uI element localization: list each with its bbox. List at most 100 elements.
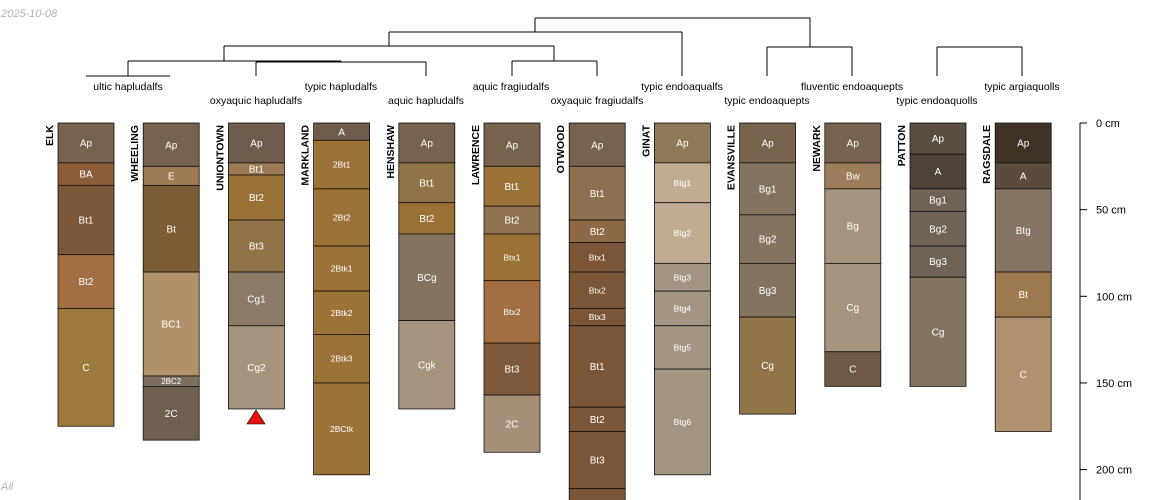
dendrogram-link xyxy=(255,61,427,76)
profile-markland: MARKLAND A 2Bt1 2Bt2 2Btk1 2Btk2 2Btk3 2BCtk xyxy=(300,122,371,476)
horizon-label: Bt3 xyxy=(249,242,264,253)
horizon-label: Ap xyxy=(591,140,604,151)
horizon-label: E xyxy=(168,171,175,182)
profile-evansville: EVANSVILLE Ap Bg1 Bg2 Bg3 Cg xyxy=(726,122,796,415)
profile-otwood: OTWOODApBt1Bt2Btx1Btx2Btx3Bt1Bt2Bt3C1 xyxy=(555,122,626,500)
profile-name: OTWOOD xyxy=(555,125,567,174)
horizon-label: Bg1 xyxy=(929,196,947,207)
horizon xyxy=(313,139,371,190)
horizon-label: Ap xyxy=(676,139,689,150)
horizon xyxy=(909,245,967,278)
horizon-label: BCg xyxy=(417,273,436,284)
horizon-label: Bt3 xyxy=(504,365,519,376)
horizon-label: Btg5 xyxy=(674,342,692,352)
horizon-label: Btg2 xyxy=(674,228,692,238)
horizon-label: Bt1 xyxy=(78,216,93,227)
subgroup-label: aquic hapludalfs xyxy=(388,95,464,107)
dendrogram-link xyxy=(388,31,683,76)
horizon xyxy=(57,184,115,256)
dendrogram xyxy=(86,17,1023,77)
dendrogram-link xyxy=(534,17,811,47)
profile-ragsdale: RAGSDALE Ap A Btg Bt C xyxy=(981,122,1052,432)
axis-tick-label: 150 cm xyxy=(1096,378,1132,390)
horizon xyxy=(909,276,967,387)
subgroup-label: ultic hapludalfs xyxy=(93,81,162,93)
horizon xyxy=(654,162,711,204)
horizon-label: Ap xyxy=(421,139,434,150)
horizon xyxy=(142,386,200,441)
horizon-label: 2Btk1 xyxy=(331,264,353,274)
horizon-label: Bt2 xyxy=(419,214,434,225)
horizon xyxy=(824,188,882,264)
horizon xyxy=(824,162,882,190)
subgroup-label: oxyaquic hapludalfs xyxy=(210,95,302,107)
horizon-label: Bt2 xyxy=(249,193,264,204)
horizon-label: Ap xyxy=(250,139,263,150)
horizon-label: Btg xyxy=(1016,226,1031,237)
horizon xyxy=(483,165,541,207)
horizon-label: Cg2 xyxy=(247,363,266,374)
horizon-label: BC1 xyxy=(161,320,181,331)
dendrogram-link xyxy=(127,60,342,76)
depth-axis: 0 cm 50 cm 100 cm 150 cm 200 cm xyxy=(1079,118,1132,500)
profile-name: ELK xyxy=(44,125,56,146)
profile-ginat: GINAT Ap Btg1 Btg2 Btg3 Btg4 Btg5 Btg6 xyxy=(640,122,711,476)
horizon-label: Ap xyxy=(932,134,945,145)
horizon xyxy=(142,184,200,273)
profile-uniontown: UNIONTOWN Ap Bt1 Bt2 Bt3 Cg1 Cg2 xyxy=(214,122,285,410)
profile-patton: PATTON Ap A Bg1 Bg2 Bg3 Cg xyxy=(896,122,967,387)
horizon-label: Bg3 xyxy=(929,257,947,268)
horizon xyxy=(313,290,371,335)
horizon-label: Cgk xyxy=(418,360,437,371)
horizon xyxy=(57,254,115,309)
horizon xyxy=(483,342,541,396)
horizon xyxy=(227,122,285,164)
horizon xyxy=(909,210,967,247)
horizon-label: Cg xyxy=(846,303,859,314)
horizon xyxy=(994,271,1052,318)
horizon-label: Btg1 xyxy=(674,178,692,188)
profile-name: NEWARK xyxy=(811,125,823,172)
horizon-label: Bg1 xyxy=(759,184,777,195)
profile-name: GINAT xyxy=(640,124,652,156)
horizon xyxy=(654,262,711,292)
horizon xyxy=(227,325,285,410)
horizon-label: Bt1 xyxy=(249,165,264,176)
horizon xyxy=(994,122,1052,164)
horizon xyxy=(994,162,1052,190)
horizon-label: Ap xyxy=(847,139,860,150)
horizon xyxy=(398,202,456,235)
horizon xyxy=(398,122,456,164)
horizon xyxy=(57,308,115,427)
horizon xyxy=(313,382,371,476)
horizon-label: C xyxy=(849,365,856,376)
horizon-label: Ap xyxy=(80,139,93,150)
profile-elk: ELK Ap BA Bt1 Bt2 C xyxy=(44,122,115,427)
horizon xyxy=(227,271,285,327)
horizon-label: 2BC2 xyxy=(161,377,182,386)
horizon xyxy=(568,488,626,500)
horizon-label: Bt1 xyxy=(504,182,519,193)
horizon-label: Btx1 xyxy=(503,252,520,262)
profile-name: EVANSVILLE xyxy=(726,125,738,190)
horizon-label: BA xyxy=(79,170,93,181)
profile-name: HENSHAW xyxy=(385,125,397,179)
footer-note: All xyxy=(1,481,14,493)
horizon-label: A xyxy=(1020,171,1027,182)
horizon-label: Btx2 xyxy=(503,307,520,317)
horizon xyxy=(483,280,541,344)
horizon xyxy=(568,431,626,490)
horizon xyxy=(994,188,1052,273)
horizon-label: A xyxy=(935,167,942,178)
horizon-label: Bt2 xyxy=(78,277,93,288)
profile-name: WHEELING xyxy=(129,125,141,182)
horizon xyxy=(739,316,796,415)
horizon-label: 2BCtk xyxy=(330,424,354,434)
axis-tick-label: 0 cm xyxy=(1096,118,1120,130)
axis-tick-label: 100 cm xyxy=(1096,291,1132,303)
horizon xyxy=(568,122,626,167)
horizon xyxy=(142,122,200,167)
subgroup-label: aquic fragiudalfs xyxy=(473,81,549,93)
horizon-label: 2Bt1 xyxy=(333,160,351,170)
